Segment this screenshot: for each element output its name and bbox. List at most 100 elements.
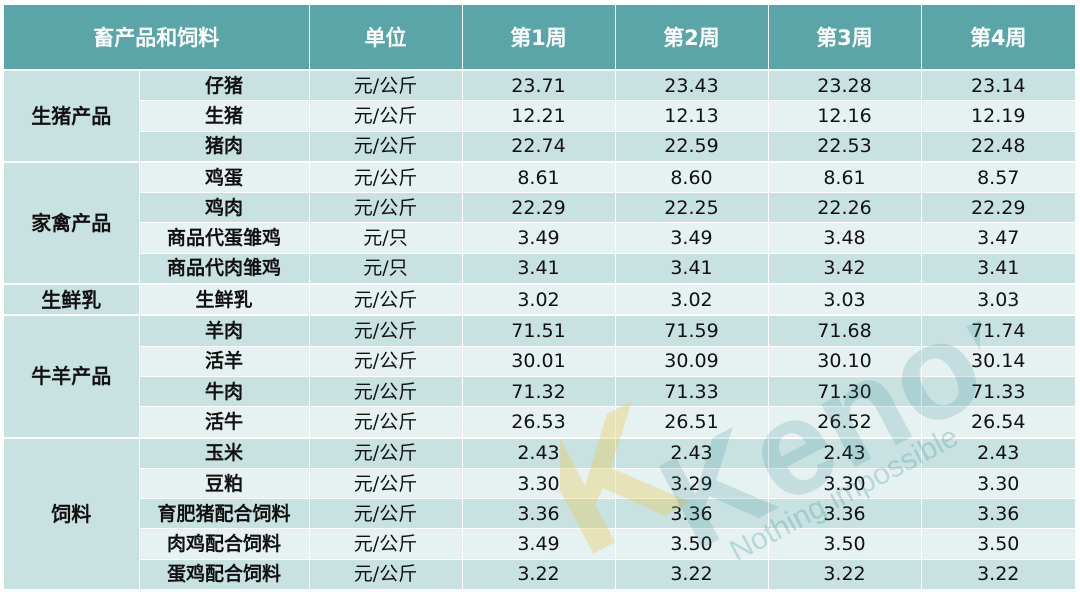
week-2-price: 23.43: [615, 70, 769, 102]
week-4-price: 71.74: [921, 315, 1075, 347]
week-4-price: 8.57: [921, 161, 1075, 194]
table-row: 牛肉 元/公斤 71.32 71.33 71.30 71.33: [4, 376, 1075, 408]
table-row: 活羊 元/公斤 30.01 30.09 30.10 30.14: [4, 346, 1075, 377]
item-name: 生猪: [139, 100, 310, 132]
group-label: 家禽产品: [4, 161, 140, 286]
week-3-price: 3.42: [768, 253, 922, 286]
week-1-price: 22.74: [462, 131, 616, 163]
week-1-price: 71.51: [462, 315, 616, 347]
table-row: 蛋鸡配合饲料 元/公斤 3.22 3.22 3.22 3.22: [4, 559, 1075, 592]
table-row: 家禽产品 鸡蛋 元/公斤 8.61 8.60 8.61 8.57: [4, 161, 1075, 286]
week-1-price: 71.32: [462, 376, 616, 408]
week-3-price: 71.30: [768, 376, 922, 408]
week-2-price: 3.29: [615, 468, 769, 500]
item-name: 羊肉: [139, 315, 310, 347]
unit-cell: 元/公斤: [309, 70, 463, 102]
item-name: 蛋鸡配合饲料: [139, 559, 310, 592]
unit-cell: 元/公斤: [309, 468, 463, 500]
week-4-price: 3.03: [921, 284, 1075, 317]
table-row: 商品代肉雏鸡 元/只 3.41 3.41 3.42 3.41: [4, 253, 1075, 286]
week-1-price: 2.43: [462, 437, 616, 469]
header-week-1: 第1周: [462, 5, 616, 71]
unit-cell: 元/公斤: [309, 498, 463, 530]
week-3-price: 3.30: [768, 468, 922, 500]
week-4-price: 2.43: [921, 437, 1075, 469]
week-2-price: 26.51: [615, 406, 769, 439]
item-name: 猪肉: [139, 131, 310, 163]
week-2-price: 30.09: [615, 346, 769, 377]
week-1-price: 12.21: [462, 100, 616, 132]
item-name: 鸡肉: [139, 192, 310, 224]
week-3-price: 3.50: [768, 528, 922, 560]
week-2-price: 2.43: [615, 437, 769, 469]
header-category: 畜产品和饲料: [4, 5, 310, 71]
week-4-price: 3.47: [921, 222, 1075, 254]
table-header-row: 畜产品和饲料 单位 第1周 第2周 第3周 第4周: [4, 5, 1075, 71]
table-row: 牛羊产品 羊肉 元/公斤 71.51 71.59 71.68 71.74: [4, 315, 1075, 439]
header-unit: 单位: [309, 5, 463, 71]
unit-cell: 元/只: [309, 253, 463, 286]
table-row: 育肥猪配合饲料 元/公斤 3.36 3.36 3.36 3.36: [4, 498, 1075, 530]
header-week-2: 第2周: [615, 5, 769, 71]
week-3-price: 30.10: [768, 346, 922, 377]
week-1-price: 3.49: [462, 528, 616, 560]
week-1-price: 3.02: [462, 284, 616, 317]
item-name: 生鲜乳: [139, 284, 310, 317]
week-3-price: 3.22: [768, 559, 922, 592]
week-3-price: 2.43: [768, 437, 922, 469]
table-row: 肉鸡配合饲料 元/公斤 3.49 3.50 3.50 3.50: [4, 528, 1075, 560]
item-name: 牛肉: [139, 376, 310, 408]
group-label: 生鲜乳: [4, 284, 140, 317]
week-4-price: 22.48: [921, 131, 1075, 163]
item-name: 仔猪: [139, 70, 310, 102]
unit-cell: 元/公斤: [309, 284, 463, 317]
group-label: 饲料: [4, 437, 140, 592]
week-3-price: 22.53: [768, 131, 922, 163]
table-row: 猪肉 元/公斤 22.74 22.59 22.53 22.48: [4, 131, 1075, 163]
week-4-price: 71.33: [921, 376, 1075, 408]
week-4-price: 22.29: [921, 192, 1075, 224]
price-table-container: 畜产品和饲料 单位 第1周 第2周 第3周 第4周 生猪产品 仔猪 元/公斤 23.7…: [4, 5, 1075, 592]
table-row: 生鲜乳 生鲜乳 元/公斤 3.02 3.02 3.03 3.03: [4, 284, 1075, 317]
table-row: 商品代蛋雏鸡 元/只 3.49 3.49 3.48 3.47: [4, 222, 1075, 254]
unit-cell: 元/只: [309, 222, 463, 254]
week-3-price: 3.48: [768, 222, 922, 254]
week-3-price: 8.61: [768, 161, 922, 194]
unit-cell: 元/公斤: [309, 559, 463, 592]
header-week-4: 第4周: [921, 5, 1075, 71]
livestock-feed-price-table: 畜产品和饲料 单位 第1周 第2周 第3周 第4周 生猪产品 仔猪 元/公斤 23.7…: [4, 5, 1075, 592]
week-3-price: 22.26: [768, 192, 922, 224]
week-2-price: 71.33: [615, 376, 769, 408]
week-4-price: 3.22: [921, 559, 1075, 592]
week-4-price: 26.54: [921, 406, 1075, 439]
week-2-price: 3.02: [615, 284, 769, 317]
week-2-price: 3.41: [615, 253, 769, 286]
unit-cell: 元/公斤: [309, 376, 463, 408]
item-name: 活牛: [139, 406, 310, 439]
unit-cell: 元/公斤: [309, 315, 463, 347]
header-week-3: 第3周: [768, 5, 922, 71]
week-2-price: 22.59: [615, 131, 769, 163]
item-name: 鸡蛋: [139, 161, 310, 194]
unit-cell: 元/公斤: [309, 100, 463, 132]
week-2-price: 3.36: [615, 498, 769, 530]
week-2-price: 8.60: [615, 161, 769, 194]
table-row: 鸡肉 元/公斤 22.29 22.25 22.26 22.29: [4, 192, 1075, 224]
table-row: 饲料 玉米 元/公斤 2.43 2.43 2.43 2.43: [4, 437, 1075, 592]
item-name: 豆粕: [139, 468, 310, 500]
week-3-price: 26.52: [768, 406, 922, 439]
unit-cell: 元/公斤: [309, 406, 463, 439]
week-3-price: 3.36: [768, 498, 922, 530]
week-2-price: 3.22: [615, 559, 769, 592]
unit-cell: 元/公斤: [309, 528, 463, 560]
week-4-price: 3.36: [921, 498, 1075, 530]
unit-cell: 元/公斤: [309, 346, 463, 377]
table-row: 生猪产品 仔猪 元/公斤 23.71 23.43 23.28 23.14: [4, 70, 1075, 163]
week-1-price: 3.41: [462, 253, 616, 286]
week-4-price: 23.14: [921, 70, 1075, 102]
week-1-price: 3.36: [462, 498, 616, 530]
unit-cell: 元/公斤: [309, 437, 463, 469]
item-name: 玉米: [139, 437, 310, 469]
week-4-price: 3.30: [921, 468, 1075, 500]
table-body: 生猪产品 仔猪 元/公斤 23.71 23.43 23.28 23.14 生猪 元/公斤 12.2…: [4, 70, 1075, 592]
